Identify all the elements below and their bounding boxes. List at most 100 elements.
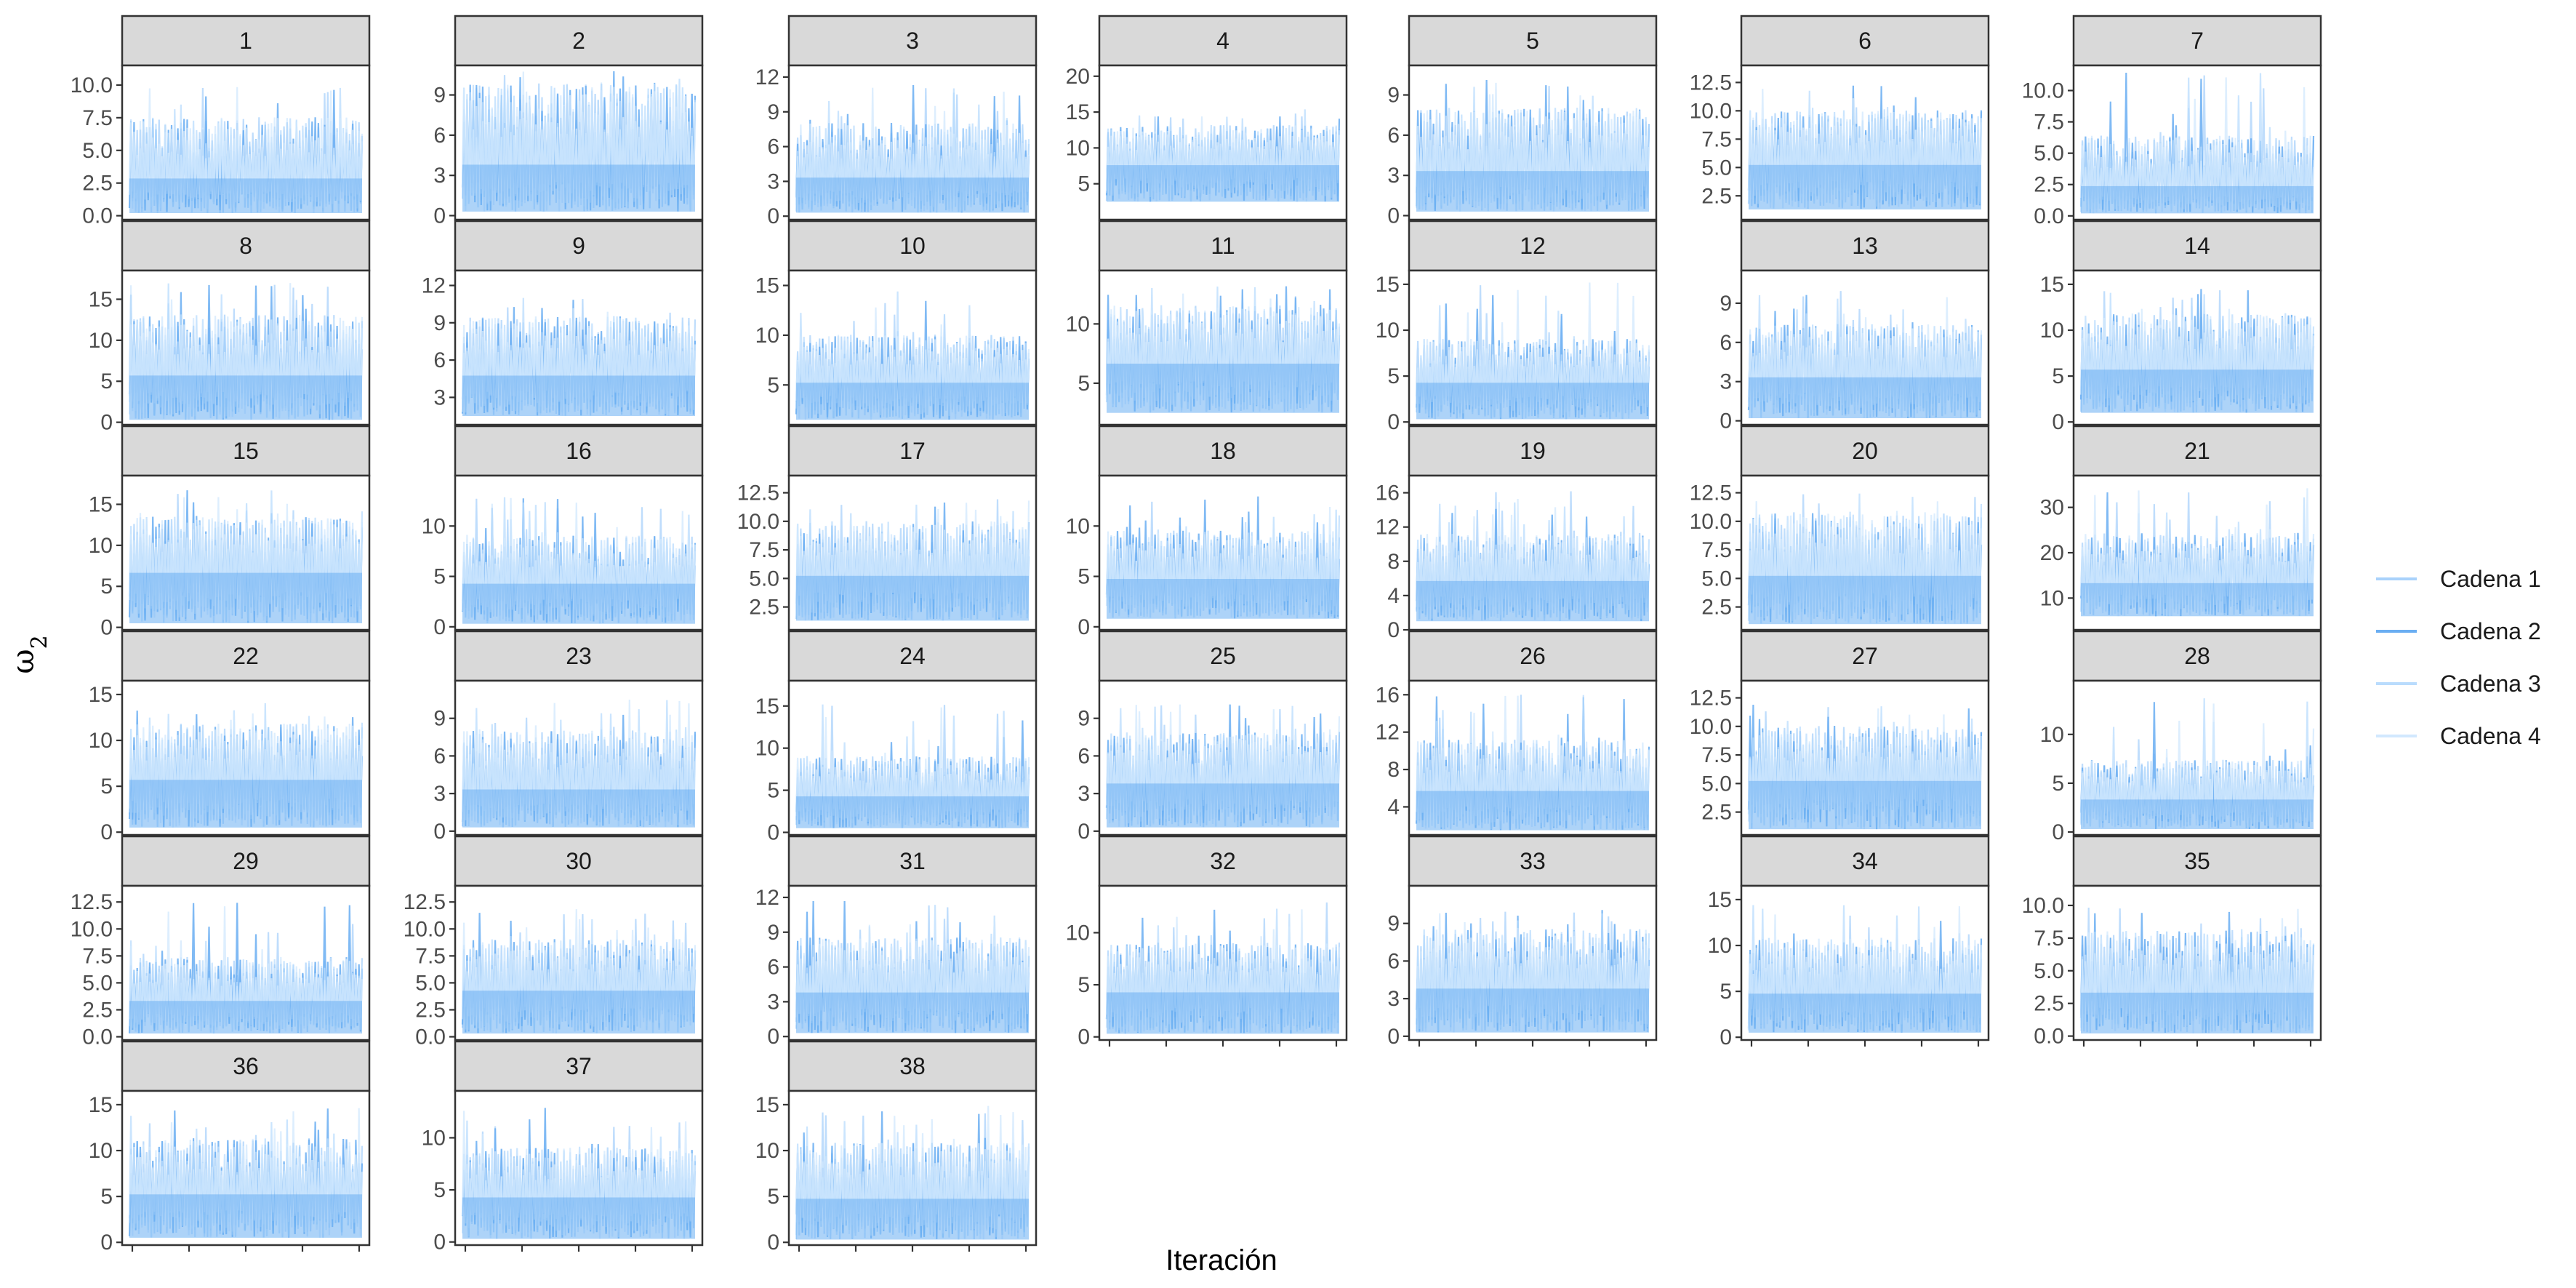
panel-strip-label: 11 [1211, 233, 1235, 259]
y-tick-label: 10 [755, 324, 779, 348]
panel-strip-label: 37 [566, 1053, 592, 1079]
panel-strip-label: 2 [572, 28, 585, 54]
panel-border [2072, 679, 2322, 836]
y-tick-label: 12.5 [1690, 71, 1732, 95]
legend-label: Cadena 2 [2440, 618, 2541, 644]
y-tick-label: 10.0 [404, 917, 446, 941]
y-tick-label: 0 [1720, 1025, 1732, 1049]
panel: 34 0 5 10 15 [1708, 835, 1990, 1049]
panel: 35 0.0 2.5 5.0 7.5 10.0 [2022, 835, 2322, 1049]
panel-border [1740, 64, 1990, 221]
y-tick-label: 9 [433, 311, 446, 335]
y-tick-label: 12 [1376, 721, 1400, 745]
y-tick-label: 5 [1078, 372, 1090, 396]
y-tick-label: 15 [755, 695, 779, 719]
trace-density [1416, 383, 1649, 420]
y-tick-label: 10 [1376, 319, 1400, 343]
y-tick-label: 9 [1387, 84, 1400, 108]
y-tick-label: 0 [767, 1231, 779, 1255]
trace-density [1416, 988, 1649, 1033]
y-tick-label: 5 [2052, 772, 2064, 796]
trace-density [1107, 364, 1339, 413]
y-tick-label: 12 [755, 65, 779, 89]
y-tick-label: 10 [2040, 723, 2064, 747]
panel-border [787, 884, 1038, 1041]
panel-border [787, 269, 1038, 426]
facet-panels: 10.02.55.07.510.020369303691245101520503… [71, 15, 2322, 1255]
panel: 18 0 5 10 [1066, 425, 1348, 639]
y-tick-label: 15 [89, 492, 113, 516]
y-tick-label: 5 [433, 1178, 446, 1202]
trace-density [796, 575, 1029, 621]
y-tick-label: 12.5 [71, 890, 113, 914]
panel: 7 0.0 2.5 5.0 7.5 10.0 [2022, 15, 2322, 228]
trace-density [1749, 780, 1981, 830]
y-tick-label: 6 [1387, 949, 1400, 973]
panel-strip [787, 220, 1038, 272]
trace-density [462, 991, 695, 1034]
y-tick-label: 9 [1387, 912, 1400, 936]
panel: 36 0 5 10 15 [89, 1040, 371, 1255]
panel: 31 0 3 6 9 12 [755, 835, 1038, 1049]
panel-strip-label: 17 [899, 438, 926, 464]
panel-strip-label: 8 [239, 233, 252, 259]
y-tick-label: 10 [2040, 586, 2064, 610]
trace-density [129, 375, 362, 420]
panel-border [454, 679, 704, 836]
y-tick-label: 0.0 [82, 204, 113, 228]
trace-density [796, 1199, 1029, 1240]
panel: 6 2.5 5.0 7.5 10.0 12.5 [1690, 15, 1990, 221]
y-tick-label: 10 [1708, 934, 1732, 958]
trace-density [1749, 575, 1981, 625]
y-tick-label: 0 [100, 820, 113, 844]
panel-strip-label: 7 [2191, 28, 2204, 54]
panel-border [1098, 474, 1348, 631]
y-tick-label: 12.5 [1690, 687, 1732, 711]
panel-border [2072, 269, 2322, 426]
panel: 10.02.55.07.510.0 [71, 15, 371, 228]
y-tick-label: 6 [433, 124, 446, 148]
panel: 29 0.0 2.5 5.0 7.5 10.0 12.5 [71, 835, 371, 1049]
y-tick-label: 5.0 [1701, 567, 1732, 591]
y-tick-label: 0 [1387, 618, 1400, 642]
panel: 12 0 5 10 15 [1376, 220, 1658, 434]
y-tick-label: 3 [1078, 782, 1090, 806]
panel-strip-label: 12 [1520, 233, 1546, 259]
y-tick-label: 6 [433, 744, 446, 768]
legend: Cadena 1 Cadena 2 Cadena 3 Cadena 4 [2376, 566, 2541, 749]
y-tick-label: 5.0 [749, 567, 779, 591]
y-tick-label: 5 [2052, 364, 2064, 388]
y-tick-label: 7.5 [1701, 127, 1732, 151]
y-tick-label: 0 [433, 1231, 446, 1255]
panel: 27 2.5 5.0 7.5 10.0 12.5 [1690, 630, 1990, 836]
y-tick-label: 9 [433, 707, 446, 731]
panel-strip-label: 30 [566, 848, 592, 874]
panel: 24 0 5 10 15 [755, 630, 1038, 845]
panel-border [454, 64, 704, 221]
panel-strip [2072, 630, 2322, 682]
y-tick-label: 7.5 [2034, 927, 2064, 951]
panel-border [454, 884, 704, 1041]
y-tick-label: 0.0 [2034, 204, 2064, 228]
y-tick-label: 4 [1387, 795, 1400, 819]
y-tick-label: 5.0 [2034, 959, 2064, 983]
legend-label: Cadena 1 [2440, 566, 2541, 592]
y-tick-label: 5.0 [82, 971, 113, 995]
panel-strip [1740, 220, 1990, 272]
panel-border [121, 679, 371, 836]
trace-density [1107, 992, 1339, 1034]
y-tick-label: 10 [1066, 514, 1090, 538]
y-tick-label: 12 [755, 886, 779, 910]
y-tick-label: 5 [1078, 565, 1090, 589]
y-tick-label: 8 [1387, 550, 1400, 574]
panel-strip-label: 22 [233, 643, 259, 669]
panel: 20 2.5 5.0 7.5 10.0 12.5 [1690, 425, 1990, 631]
panel-strip-label: 3 [906, 28, 919, 54]
panel-strip [1408, 15, 1658, 67]
y-tick-label: 15 [1066, 100, 1090, 124]
panel: 14 0 5 10 15 [2040, 220, 2322, 434]
y-tick-label: 0.0 [82, 1025, 113, 1049]
y-tick-label: 6 [1720, 331, 1732, 355]
panel-border [1098, 269, 1348, 426]
trace-density [796, 992, 1029, 1033]
